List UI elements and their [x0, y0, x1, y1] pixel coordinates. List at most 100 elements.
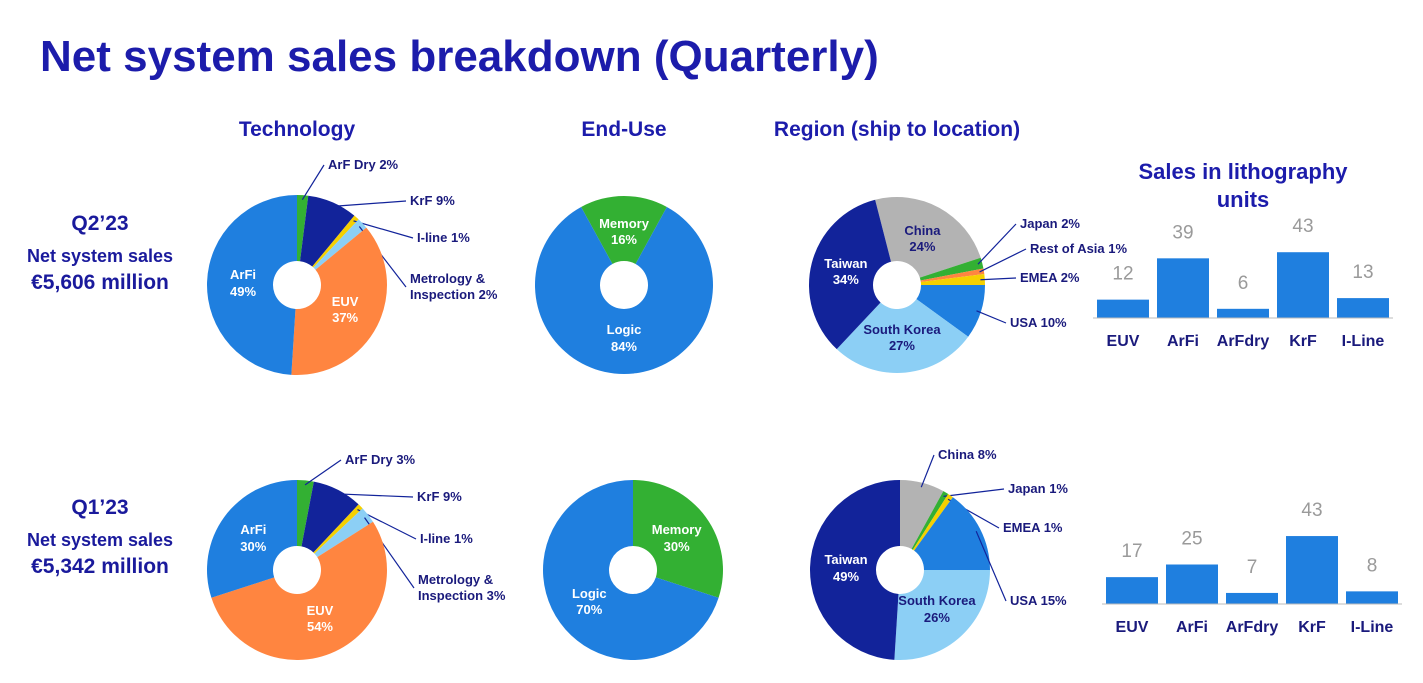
x-tick-label: EUV — [1107, 333, 1140, 350]
slice-label: I-line 1% — [417, 230, 577, 246]
value-label: 25 — [1181, 529, 1202, 550]
slice — [300, 195, 355, 267]
x-tick-label: KrF — [1289, 333, 1317, 350]
bar — [1226, 592, 1278, 604]
slice-label: ArFi 49% — [230, 267, 256, 300]
slice-label: KrF 9% — [417, 489, 577, 505]
bar — [1157, 258, 1209, 318]
slice — [633, 480, 723, 598]
bar — [1217, 308, 1269, 318]
category: Japan — [1008, 480, 1046, 496]
value-label: 7 — [1247, 557, 1258, 578]
x-tick-label: ArFdry — [1217, 333, 1270, 350]
value-label: 27% — [888, 337, 915, 353]
leader-line — [330, 200, 407, 208]
category: I-line — [420, 530, 451, 546]
slice — [301, 481, 359, 553]
bar — [1166, 564, 1218, 604]
x-tick-label: ArFi — [1167, 333, 1199, 350]
category: South Korea — [863, 321, 941, 337]
slice-label: Metrology & Inspection 3% — [418, 572, 528, 605]
category: South Korea — [898, 593, 976, 609]
category: Japan — [1020, 215, 1058, 231]
leader-line — [980, 277, 1017, 281]
value-label: 43 — [1292, 216, 1313, 237]
value-label: 1% — [450, 229, 470, 245]
value-label: 1% — [1043, 519, 1063, 535]
bar — [1346, 591, 1398, 604]
value-label: 2% — [478, 287, 498, 302]
value-label: 8 — [1367, 555, 1378, 576]
value-label: 30% — [663, 538, 690, 554]
leader-line — [943, 488, 1005, 498]
category: KrF — [417, 488, 440, 504]
value-label: 3% — [396, 451, 416, 467]
x-tick-label: I-Line — [1351, 619, 1394, 636]
slice-label: South Korea 26% — [898, 593, 975, 626]
value-label: 2% — [1061, 215, 1080, 231]
slice-label: Japan 1% — [1008, 481, 1168, 497]
category: China — [904, 222, 941, 238]
chart-title: Region (ship to location) — [773, 118, 1021, 141]
category: Memory — [599, 215, 649, 231]
value-label: 12 — [1112, 264, 1133, 285]
period: Q1’23 — [71, 496, 129, 519]
slice — [810, 480, 900, 660]
category: Metrology & Inspection — [410, 270, 486, 302]
slice-label: China 8% — [938, 447, 1098, 463]
chart-title: End-Use — [581, 118, 667, 141]
x-tick-label: EUV — [1116, 619, 1149, 636]
category: EMEA — [1020, 269, 1058, 285]
bar — [1286, 536, 1338, 604]
value-label: 37% — [332, 309, 359, 325]
slice — [297, 195, 309, 262]
category: Rest of Asia — [1030, 240, 1105, 256]
bar — [1277, 252, 1329, 318]
leader-line — [975, 530, 1007, 602]
slice — [297, 480, 314, 547]
slice-label: Metrology & Inspection 2% — [410, 271, 520, 304]
slice-label: USA 10% — [1010, 315, 1170, 331]
slice-label: EMEA 2% — [1020, 270, 1180, 286]
value-label: 30% — [240, 538, 267, 554]
slice — [313, 504, 363, 554]
category: KrF — [410, 192, 433, 208]
value-label: 54% — [306, 618, 333, 634]
slice — [912, 494, 953, 551]
value-label: 6 — [1238, 273, 1249, 294]
value-label: 2% — [1060, 269, 1080, 285]
value-label: 16% — [610, 231, 638, 247]
value-label: 49% — [832, 568, 860, 584]
category: EMEA — [1003, 519, 1041, 535]
category: Logic — [606, 322, 642, 338]
bar — [1106, 577, 1158, 604]
value-label: 43 — [1301, 500, 1322, 521]
value-label: 1% — [453, 530, 473, 546]
bar — [1097, 299, 1149, 318]
value-label: 13 — [1352, 262, 1373, 283]
chart-title: Sales in lithography units — [1138, 159, 1348, 212]
value-label: 10% — [1040, 314, 1067, 330]
category: Taiwan — [824, 552, 868, 568]
slice — [809, 199, 892, 350]
chart-title: Technology — [238, 118, 356, 141]
slice — [919, 257, 984, 281]
category: China — [938, 446, 975, 462]
slice — [836, 299, 969, 374]
slice — [314, 508, 373, 558]
slice-label: South Korea 27% — [863, 321, 940, 354]
category: Metrology & Inspection — [418, 571, 494, 603]
category: Logic — [571, 585, 607, 601]
slice — [291, 227, 388, 376]
value-label: 15% — [1040, 592, 1067, 608]
slice-label: Rest of Asia 1% — [1030, 241, 1190, 257]
slice — [914, 497, 990, 570]
slice-label: EUV 54% — [307, 603, 334, 636]
leader-line — [301, 164, 325, 200]
slice — [911, 491, 949, 550]
row-label: Net system sales — [26, 246, 174, 266]
amount: €5,606 million — [31, 271, 169, 294]
slice-label: Memory 30% — [652, 522, 702, 555]
